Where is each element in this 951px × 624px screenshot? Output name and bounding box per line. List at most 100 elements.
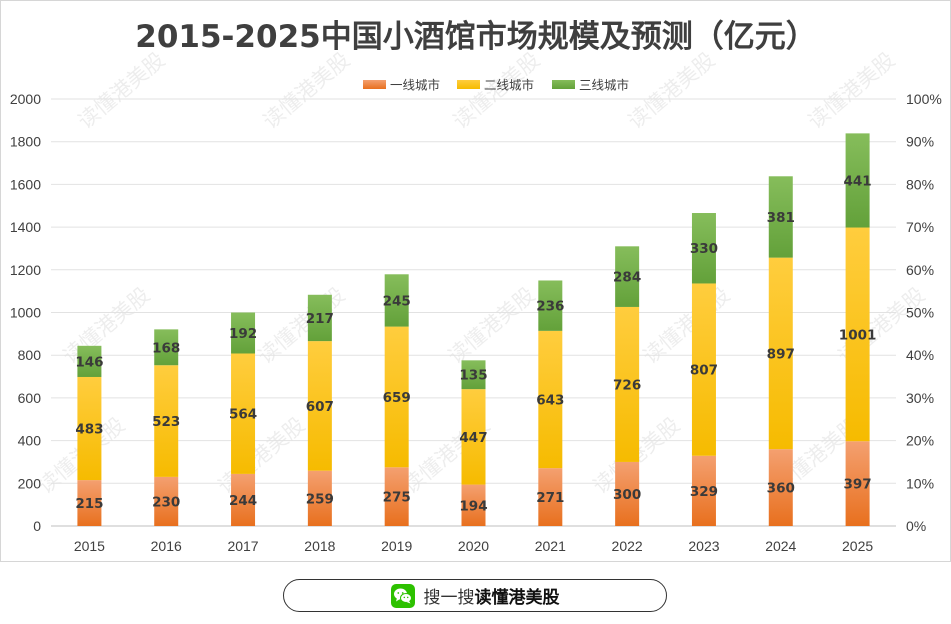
y2-tick-label: 20% (906, 433, 934, 449)
data-label: 659 (383, 390, 411, 406)
account-name: 读懂港美股 (474, 588, 560, 608)
data-label: 897 (767, 346, 795, 362)
bar-segment (461, 360, 486, 390)
x-tick-label: 2017 (227, 538, 258, 554)
x-tick-label: 2015 (74, 538, 105, 554)
y2-tick-label: 30% (906, 390, 934, 406)
bar-segment (384, 326, 409, 468)
data-label: 215 (75, 496, 103, 512)
bar-segment (307, 470, 332, 526)
y-tick-label: 1000 (10, 305, 41, 321)
x-tick-label: 2019 (381, 538, 412, 554)
bar-segment (845, 227, 870, 442)
bar-segment (154, 365, 179, 477)
watermark-text: 读懂港美股 (624, 48, 720, 134)
bar-segment (691, 455, 716, 526)
data-label: 329 (690, 484, 718, 500)
x-tick-label: 2022 (612, 538, 643, 554)
data-label: 245 (383, 293, 411, 309)
bar-segment (845, 133, 870, 228)
data-label: 271 (536, 490, 564, 506)
data-label: 447 (459, 430, 487, 446)
legend: 一线城市 二线城市 三线城市 (363, 78, 629, 93)
legend-label: 二线城市 (484, 78, 534, 93)
data-label: 259 (306, 491, 334, 507)
y2-tick-label: 50% (906, 305, 934, 321)
chart-frame: 读懂港美股 读懂港美股 读懂港美股 读懂港美股 读懂港美股 读懂港美股 读懂港美股 读懂港美股… (0, 0, 951, 562)
data-label: 726 (613, 377, 641, 393)
y-tick-label: 200 (18, 475, 42, 491)
watermark-text: 读懂港美股 (74, 48, 170, 134)
data-label: 244 (229, 493, 257, 509)
y-tick-label: 800 (18, 347, 42, 363)
bar-segment (231, 473, 256, 526)
y-tick-label: 0 (33, 518, 41, 534)
bar-segment (77, 345, 102, 377)
watermark-text: 读懂港美股 (804, 48, 900, 134)
bar-segment (538, 468, 563, 526)
legend-swatch (457, 80, 480, 89)
data-label: 217 (306, 311, 334, 327)
y2-tick-label: 90% (906, 134, 934, 150)
bar-segment (384, 274, 409, 327)
watermark-text: 读懂港美股 (259, 48, 355, 134)
data-label: 135 (459, 368, 487, 384)
bar-segment (231, 312, 256, 354)
bar-segment (77, 480, 102, 526)
bar-segment (307, 294, 332, 342)
y-tick-label: 1200 (10, 262, 41, 278)
data-label: 523 (152, 414, 180, 430)
x-tick-label: 2020 (458, 538, 489, 554)
bar-segment (538, 280, 563, 331)
bar-segment (461, 389, 486, 485)
y-tick-label: 600 (18, 390, 42, 406)
data-label: 807 (690, 363, 718, 379)
x-tick-label: 2025 (842, 538, 873, 554)
watermark-text: 读懂港美股 (214, 413, 310, 499)
data-label: 607 (306, 399, 334, 415)
bar-segment (615, 246, 640, 307)
data-label: 360 (767, 481, 795, 497)
bar-segment (768, 176, 793, 258)
y-tick-label: 1800 (10, 134, 41, 150)
x-tick-label: 2016 (151, 538, 182, 554)
data-labels: 215 483 146 230 523 168 244 564 192 259 607 217 275 6… (75, 173, 876, 514)
y2-tick-label: 10% (906, 475, 934, 491)
x-axis: 2015 2016 2017 2018 2019 2020 2021 2022 2023 2024… (74, 538, 874, 554)
y2-tick-label: 100% (906, 91, 942, 107)
bar-segment (538, 330, 563, 469)
data-label: 397 (843, 477, 871, 493)
legend-label: 一线城市 (390, 78, 440, 93)
bar-segment (461, 484, 486, 526)
data-label: 168 (152, 340, 180, 356)
search-wechat-button[interactable]: 搜一搜 读懂港美股 (283, 579, 667, 612)
data-label: 192 (229, 326, 257, 342)
bar-segment (615, 306, 640, 462)
wechat-icon (390, 583, 415, 608)
y2-tick-label: 70% (906, 219, 934, 235)
bar-segment (77, 376, 102, 481)
y2-tick-label: 0% (906, 518, 926, 534)
y-tick-label: 1400 (10, 219, 41, 235)
y2-tick-label: 80% (906, 176, 934, 192)
data-label: 230 (152, 494, 180, 510)
bar-segment (154, 329, 179, 366)
bar-segment (307, 341, 332, 471)
data-label: 330 (690, 241, 718, 257)
data-label: 236 (536, 299, 564, 315)
x-tick-label: 2024 (765, 538, 796, 554)
y-axis-right: 0% 10% 20% 30% 40% 50% 60% 70% 80% 90% 100% (906, 91, 942, 534)
data-label: 275 (383, 490, 411, 506)
y-tick-label: 2000 (10, 91, 41, 107)
data-label: 1001 (839, 327, 877, 343)
data-label: 483 (75, 422, 103, 438)
data-label: 146 (75, 354, 103, 370)
bar-segment (154, 476, 179, 526)
bar-segment (691, 213, 716, 284)
data-label: 194 (459, 498, 487, 514)
bars (77, 133, 870, 526)
data-label: 441 (843, 173, 871, 189)
x-tick-label: 2023 (688, 538, 719, 554)
y2-tick-label: 40% (906, 347, 934, 363)
